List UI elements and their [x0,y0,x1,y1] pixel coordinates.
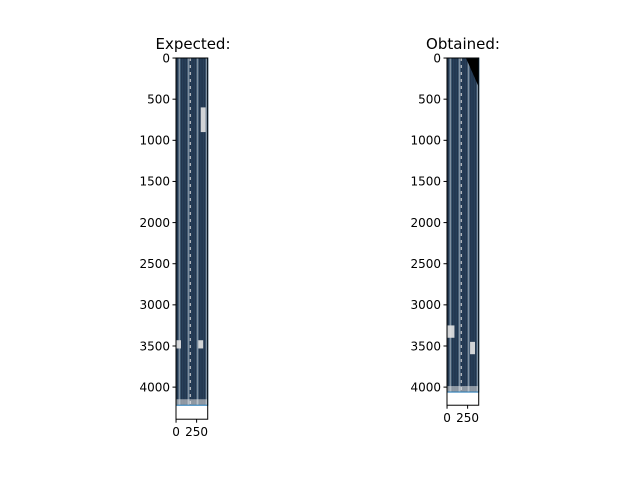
obtained-ytick-label: 2500 [410,257,441,271]
expected-image-streak [192,58,194,406]
obtained-image-streak [458,58,461,393]
obtained-ytick-label: 0 [433,51,441,65]
obtained-image-streak [449,58,452,393]
obtained-image-streak [474,58,477,393]
obtained-image-streak [469,58,472,393]
expected-image-streak [185,58,188,406]
expected-image-streak [203,58,206,406]
expected-image-streak [180,58,183,406]
obtained-image-streak [447,58,449,393]
expected-image-streak [196,58,199,406]
expected-axes-frame [175,57,209,420]
obtained-axes-frame [446,57,480,406]
obtained-image-streak [456,58,459,393]
expected-image-streak [183,58,185,406]
obtained-subplot: Obtained: 050010001500200025003000350040… [410,35,499,425]
expected-image-streak [189,58,192,406]
expected-ytick-label: 3000 [139,298,170,312]
obtained-image-bottom-band [447,386,479,393]
expected-ytick-label: 0 [162,51,170,65]
expected-ytick-label: 1000 [139,134,170,148]
obtained-ytick-label: 3000 [410,298,441,312]
obtained-title: Obtained: [426,35,500,53]
expected-image [175,57,209,406]
expected-xtick-label: 0 [172,425,180,439]
expected-ytick-label: 3500 [139,339,170,353]
obtained-image-streak [463,58,465,393]
expected-image-streak [176,58,178,406]
expected-ytick-label: 500 [147,92,170,106]
obtained-image [446,57,480,393]
expected-subplot: Expected: 050010001500200025003000350040… [139,35,230,439]
expected-image-streak [205,58,208,406]
expected-xtick-label: 250 [185,425,208,439]
obtained-image-dark-wedge [465,58,479,87]
obtained-ytick-label: 500 [418,92,441,106]
obtained-image-streak [476,58,479,393]
expected-image-streak [187,58,190,406]
expected-image-bottom-band [176,399,208,406]
expected-ytick-label: 1500 [139,175,170,189]
obtained-image-streak [451,58,454,393]
expected-image-bright-patch [198,340,204,349]
obtained-ytick-label: 1000 [410,134,441,148]
obtained-image-bright-patch [470,341,476,355]
expected-ytick-label: 2000 [139,216,170,230]
obtained-xtick-label: 250 [456,411,479,425]
expected-image-bright-patch [200,107,206,133]
obtained-ytick-label: 1500 [410,175,441,189]
expected-image-bright-patch [176,340,181,349]
obtained-ytick-label: 4000 [410,380,441,394]
obtained-image-streak [472,58,474,393]
expected-image-streak [178,58,181,406]
obtained-image-bright-patch [447,325,455,338]
obtained-image-streak [467,58,470,393]
obtained-ytick-label: 2000 [410,216,441,230]
expected-image-streak [198,58,201,406]
obtained-image-streak [465,58,468,393]
expected-ytick-label: 2500 [139,257,170,271]
obtained-ytick-label: 3500 [410,339,441,353]
expected-title: Expected: [155,35,230,53]
expected-image-streak [194,58,197,406]
obtained-image-streak [454,58,456,393]
expected-axes: 0 500 1000 1500 2000 2500 3000 3500 4000 0 250 [139,51,209,439]
expected-image-streak [201,58,203,406]
expected-ytick-label: 4000 [139,380,170,394]
obtained-xtick-label: 0 [443,411,451,425]
obtained-image-streak [460,58,463,393]
obtained-axes: 0 500 1000 1500 2000 2500 3000 3500 4000 0 250 [410,51,480,425]
